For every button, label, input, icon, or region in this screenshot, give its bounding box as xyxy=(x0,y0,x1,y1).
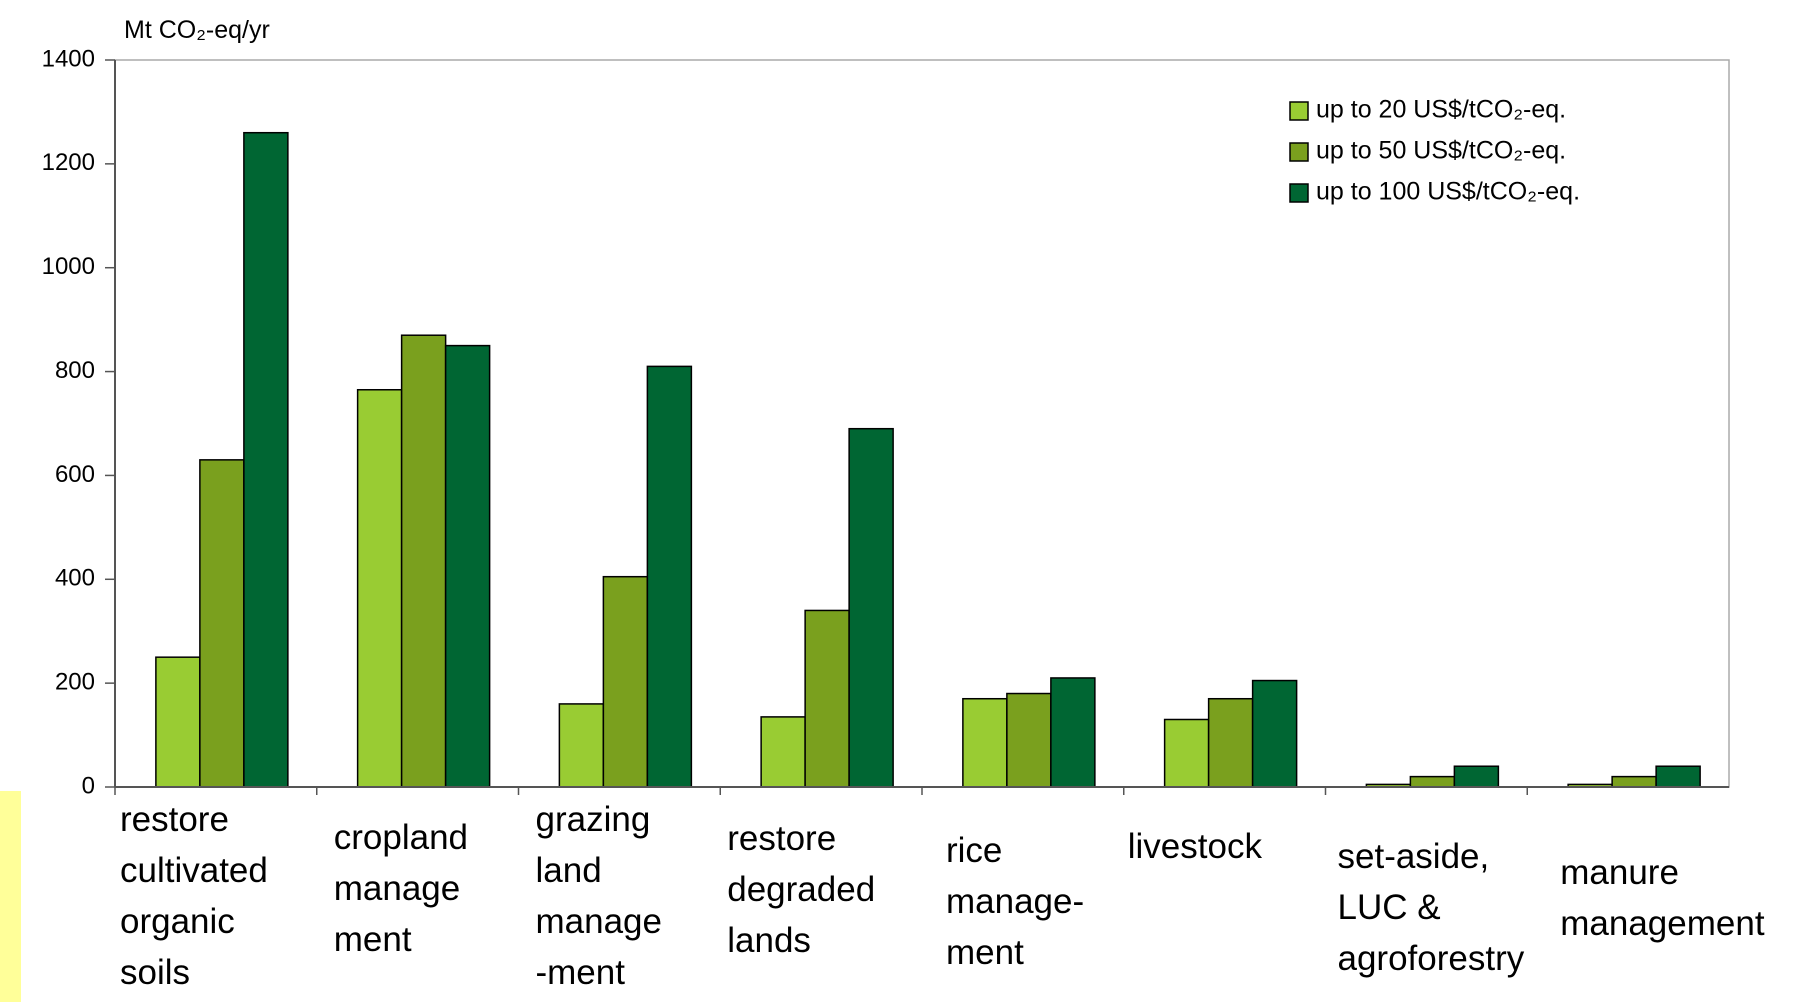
x-tick-label: restore degraded lands xyxy=(727,819,875,960)
x-tick-label: cropland manage ment xyxy=(334,818,468,959)
y-axis-label: Mt CO₂-eq/yr xyxy=(124,16,270,44)
bar xyxy=(199,459,245,788)
legend-label: up to 100 US$/tCO₂-eq. xyxy=(1316,178,1580,206)
bar xyxy=(1453,765,1500,788)
legend-label: up to 20 US$/tCO₂-eq. xyxy=(1316,96,1566,124)
y-tick-label: 400 xyxy=(55,565,95,592)
y-tick-label: 200 xyxy=(55,668,95,695)
y-tick-label: 800 xyxy=(55,357,95,384)
x-tick-label: manure management xyxy=(1560,853,1765,943)
bar xyxy=(1163,718,1210,788)
bar xyxy=(243,131,289,788)
bar xyxy=(962,697,1008,788)
legend-label: up to 50 US$/tCO₂-eq. xyxy=(1316,137,1566,165)
highlight-strip xyxy=(0,791,21,1002)
bar xyxy=(444,344,491,788)
bar xyxy=(1655,765,1701,788)
y-tick-label: 1000 xyxy=(42,253,95,280)
bar xyxy=(1611,775,1657,788)
x-tick-label: livestock xyxy=(1128,827,1263,866)
bar xyxy=(1006,692,1052,788)
bar xyxy=(760,716,806,788)
bar xyxy=(646,365,693,788)
bar xyxy=(400,334,447,788)
x-tick-label: set-aside, LUC & agroforestry xyxy=(1338,837,1525,978)
y-tick-label: 1200 xyxy=(42,149,95,176)
bar xyxy=(848,427,894,788)
legend-swatch xyxy=(1289,183,1309,203)
bar xyxy=(804,609,850,788)
bar xyxy=(1207,697,1254,788)
x-tick-label: rice manage-ment xyxy=(946,831,1084,972)
y-tick-label: 0 xyxy=(82,772,95,799)
legend-swatch xyxy=(1289,142,1309,162)
legend-swatch xyxy=(1289,101,1309,121)
x-tick-label: grazing land manage -ment xyxy=(536,800,662,992)
y-tick-label: 600 xyxy=(55,461,95,488)
bar xyxy=(155,656,201,788)
x-tick-label: restore cultivated organic soils xyxy=(120,800,268,992)
bar xyxy=(356,388,403,788)
bar xyxy=(1409,775,1456,788)
y-tick-label: 1400 xyxy=(42,45,95,72)
bar xyxy=(1251,679,1298,788)
bar xyxy=(1050,677,1096,788)
bar xyxy=(602,575,649,788)
bar xyxy=(558,703,605,788)
